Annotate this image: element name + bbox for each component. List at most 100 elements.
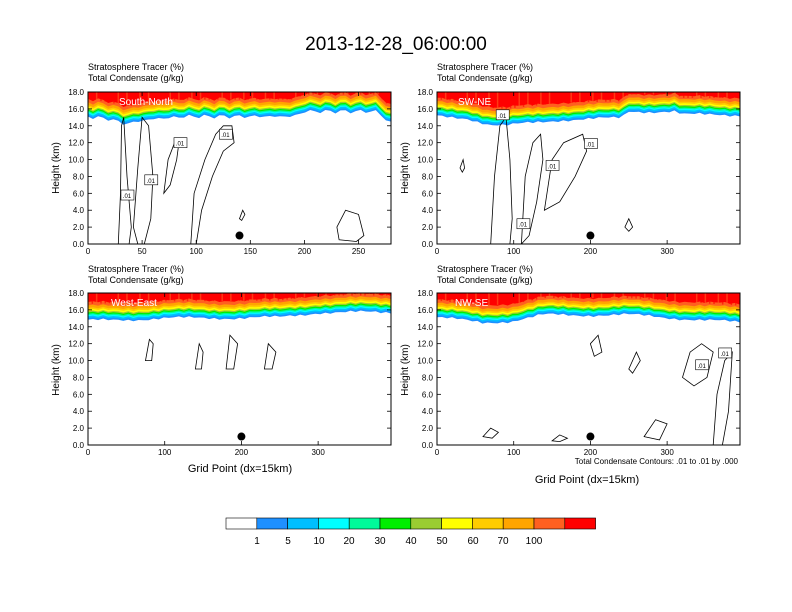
y-tick-label: 14.0 [68,323,84,332]
colorbar-box [441,517,473,530]
condensate-contour [194,342,204,370]
y-tick-label: 2.0 [73,223,85,232]
condensate-contour [589,334,603,357]
panel-title-tracer: Stratosphere Tracer (%) [437,264,533,274]
plot-area: 0.0 2.0 4.0 6.0 8.0 10.0 12.0 14.0 16.0 18.0 0 100 2… [68,289,392,457]
y-tick-label: 6.0 [73,189,85,198]
condensate-contours [117,116,365,244]
location-marker [586,432,595,441]
contour-label-box [219,128,233,140]
tracer-band [88,92,391,107]
y-tick-label: 8.0 [73,172,85,181]
y-tick-label: 0.0 [422,240,434,249]
y-tick-label: 10.0 [417,357,433,366]
y-tick-label: 8.0 [422,373,434,382]
y-tick-label: 10.0 [68,357,84,366]
y-tick-label: 10.0 [417,156,433,165]
y-tick-label: 12.0 [417,139,433,148]
condensate-contour [459,158,466,174]
contour-label-box [144,174,159,186]
contour-label-box [584,138,598,149]
condensate-contour [190,125,235,244]
x-tick-label: 0 [86,448,91,457]
y-tick-label: 0.0 [422,441,434,450]
y-tick-label: 8.0 [422,172,434,181]
contour-label: .01 [720,352,729,358]
colorbar-label: 5 [285,536,291,547]
y-tick-label: 6.0 [422,390,434,399]
condensate-contours [145,334,277,370]
condensate-contour [239,209,246,222]
tracer-band [437,293,740,306]
condensate-contour [145,338,154,361]
y-tick-label: 16.0 [417,306,433,315]
colorbar-label: 10 [313,536,325,547]
y-axis-label: Height (km) [400,344,411,396]
y-tick-label: 12.0 [417,340,433,349]
panel-region-label: West-East [111,298,157,309]
panel-title-condensate: Total Condensate (g/kg) [88,73,184,83]
y-tick-label: 14.0 [417,323,433,332]
contour-label: .01 [147,179,156,185]
colorbar-box [256,517,288,530]
y-tick-label: 6.0 [422,189,434,198]
colorbar: 1 5 10 20 30 40 50 60 70 100 [225,517,596,547]
condensate-contour [624,217,634,232]
panel-west-east: Stratosphere Tracer (%) Total Condensate… [51,264,392,475]
contour-label-box [516,218,531,230]
x-tick-label: 0 [86,247,91,256]
x-tick-label: 200 [298,247,312,256]
y-tick-label: 4.0 [73,407,85,416]
y-tick-label: 16.0 [68,306,84,315]
colorbar-label: 20 [343,536,355,547]
y-tick-label: 14.0 [417,122,433,131]
y-tick-label: 14.0 [68,122,84,131]
x-tick-label: 300 [660,448,674,457]
condensate-contour [482,427,500,439]
y-tick-label: 0.0 [73,441,85,450]
plot-frame [436,91,741,245]
condensate-contour [643,419,668,441]
contour-footnote: Total Condensate Contours: .01 to .01 by… [575,457,739,466]
location-marker [235,231,244,240]
condensate-contours [482,334,733,445]
y-tick-label: 2.0 [422,424,434,433]
condensate-contour [712,350,733,445]
colorbar-label: 70 [497,536,509,547]
y-axis-label: Height (km) [400,142,411,194]
x-tick-label: 150 [244,247,258,256]
condensate-contour [682,343,714,387]
colorbar-label: 40 [405,536,417,547]
tracer-field: .01 .01 [437,293,740,445]
plot-area: .01 .01 .01 .01 0.0 2.0 4.0 6.0 8.0 10.0 12.0 14.0 1… [68,88,392,256]
tracer-field: .01 .01 .01 .01 [88,92,391,244]
y-tick-label: 12.0 [68,139,84,148]
colorbar-box [379,517,412,530]
contour-label-box [173,137,188,148]
contour-label: .01 [221,133,230,139]
figure-title: 2013-12-28_06:00:00 [305,34,487,55]
panel-title-condensate: Total Condensate (g/kg) [437,73,533,83]
colorbar-box [348,517,381,530]
colorbar-box [287,517,319,530]
x-tick-label: 100 [507,247,521,256]
plot-area: .01 .01 .01 .01 0.0 2.0 4.0 6.0 8.0 10.0 12.0 14.0 1… [417,88,741,256]
plot-frame [87,292,392,446]
x-tick-label: 300 [311,448,325,457]
y-tick-label: 4.0 [422,407,434,416]
y-tick-label: 18.0 [68,88,84,97]
contour-label: .01 [176,142,185,148]
y-tick-label: 6.0 [73,390,85,399]
colorbar-box [564,517,596,530]
colorbar-box [318,517,350,530]
x-tick-label: 200 [584,247,598,256]
contour-label-box [120,189,135,201]
panel-south-north: Stratosphere Tracer (%) Total Condensate… [51,62,392,256]
y-tick-label: 8.0 [73,373,85,382]
y-tick-label: 0.0 [73,240,85,249]
location-marker [586,231,595,240]
x-tick-label: 100 [158,448,172,457]
tracer-field [88,293,391,445]
y-tick-label: 18.0 [417,289,433,298]
condensate-contour [225,334,239,370]
